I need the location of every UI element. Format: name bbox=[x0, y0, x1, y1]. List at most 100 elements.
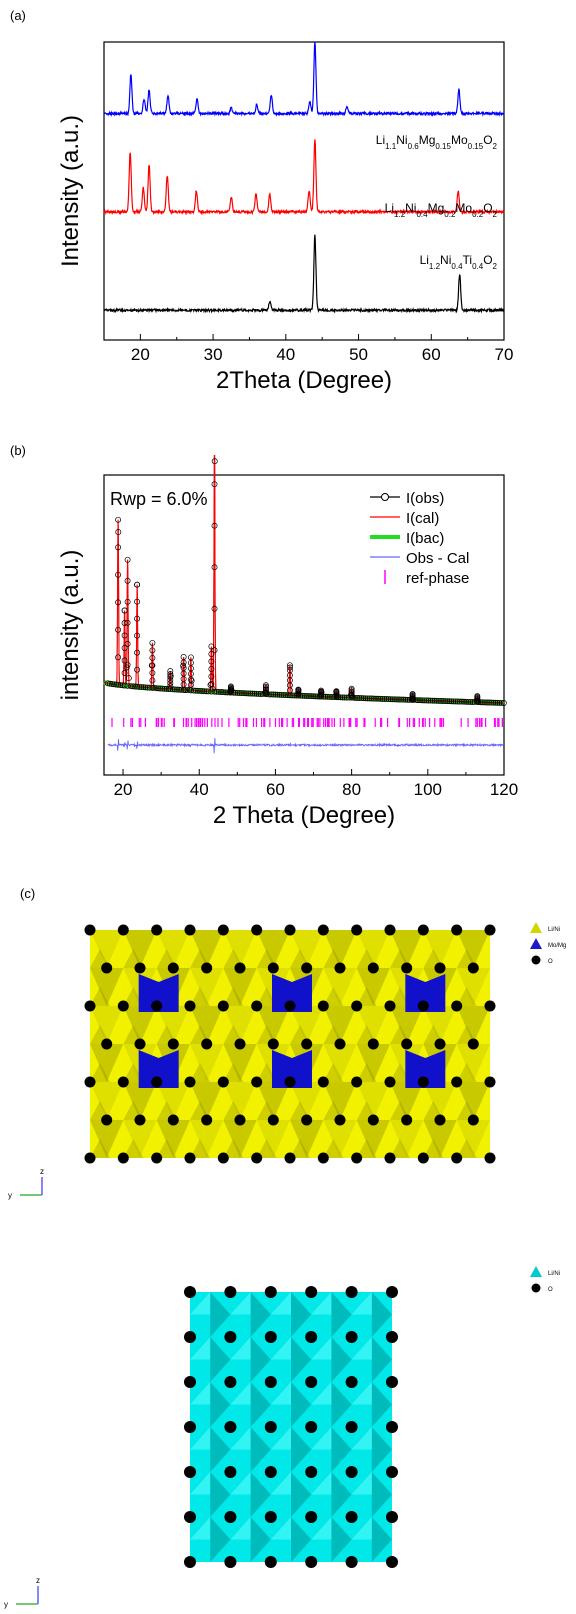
oxygen-atom bbox=[367, 1038, 379, 1050]
oxygen-atom bbox=[184, 1331, 196, 1343]
octahedron-face bbox=[190, 968, 224, 1006]
octahedron-face bbox=[123, 1082, 157, 1120]
observed-point bbox=[222, 689, 229, 696]
observed-point bbox=[241, 690, 247, 697]
observed-point bbox=[208, 643, 215, 650]
observed-point bbox=[412, 697, 419, 704]
observed-point bbox=[391, 696, 398, 703]
observed-point bbox=[402, 696, 409, 703]
oxygen-atom bbox=[317, 924, 329, 936]
octahedron-face bbox=[311, 1382, 332, 1405]
observed-point bbox=[444, 698, 451, 705]
legend-label: ref-phase bbox=[406, 570, 469, 587]
observed-point bbox=[140, 684, 147, 691]
octahedron-face bbox=[371, 1472, 392, 1517]
observed-point bbox=[348, 690, 355, 697]
oxygen-atom bbox=[217, 1152, 229, 1164]
observed-point bbox=[224, 689, 231, 696]
x-tick-label: 80 bbox=[342, 780, 361, 799]
octahedron-shadow bbox=[356, 1139, 377, 1158]
oxygen-atom bbox=[401, 1114, 413, 1126]
observed-point bbox=[146, 684, 153, 691]
observed-point bbox=[167, 686, 174, 693]
legend-label: O bbox=[548, 959, 553, 965]
observed-point bbox=[251, 690, 258, 697]
octahedron-face bbox=[256, 1082, 290, 1120]
octahedron-face bbox=[223, 1044, 257, 1082]
x-tick-label: 30 bbox=[204, 345, 223, 364]
oxygen-atom bbox=[217, 1076, 229, 1088]
observed-point bbox=[356, 695, 363, 701]
observed-point bbox=[310, 693, 317, 700]
octahedron-face bbox=[356, 968, 390, 1006]
observed-point bbox=[452, 698, 459, 705]
observed-point bbox=[208, 681, 215, 687]
oxygen-atom bbox=[84, 1152, 96, 1164]
observed-point bbox=[199, 688, 206, 694]
observed-point bbox=[461, 698, 467, 705]
octahedron-face bbox=[291, 1517, 312, 1562]
oxygen-atom bbox=[201, 1114, 213, 1126]
observed-point bbox=[433, 697, 440, 704]
observed-point bbox=[208, 651, 215, 657]
series-line bbox=[103, 41, 505, 117]
oxygen-atom bbox=[264, 1421, 277, 1433]
observed-point bbox=[496, 699, 503, 706]
oxygen-atom bbox=[451, 1152, 463, 1164]
oxygen-atom bbox=[134, 962, 146, 974]
observed-point bbox=[348, 694, 355, 701]
observed-point bbox=[479, 699, 486, 706]
octahedron-face bbox=[230, 1337, 251, 1360]
oxygen-atom bbox=[384, 1076, 396, 1088]
octahedron-face bbox=[210, 1517, 231, 1562]
oxygen-atom bbox=[224, 1466, 237, 1478]
observed-point bbox=[253, 690, 260, 697]
observed-point bbox=[121, 657, 128, 664]
observed-point bbox=[389, 696, 396, 703]
z-axis-label: z bbox=[36, 1576, 40, 1585]
background-curve bbox=[103, 680, 505, 705]
observed-point bbox=[149, 677, 156, 684]
oxygen-atom bbox=[184, 1152, 196, 1164]
observed-point bbox=[124, 598, 131, 605]
observed-point bbox=[109, 681, 115, 687]
octahedron-face bbox=[390, 1082, 424, 1120]
observed-point bbox=[446, 698, 453, 705]
observed-point bbox=[121, 682, 128, 689]
oxygen-atom bbox=[351, 1076, 363, 1088]
observed-point bbox=[153, 685, 159, 692]
oxygen-atom bbox=[264, 1331, 277, 1343]
octahedron-face bbox=[456, 930, 490, 968]
observed-point bbox=[291, 692, 298, 699]
y-axis-label: y bbox=[8, 1191, 12, 1200]
observed-point bbox=[286, 687, 293, 694]
observed-point bbox=[167, 677, 174, 684]
octahedron-face bbox=[331, 1292, 352, 1337]
legend-label: Li/Ni bbox=[548, 1271, 560, 1277]
observed-point bbox=[104, 680, 111, 687]
oxygen-atom bbox=[224, 1376, 237, 1388]
octahedron-face bbox=[356, 1006, 390, 1044]
observed-point bbox=[494, 699, 501, 706]
oxygen-atom bbox=[386, 1286, 398, 1298]
observed-point bbox=[339, 694, 346, 701]
observed-point bbox=[324, 693, 331, 700]
octahedron-face bbox=[210, 1337, 231, 1382]
mo-mg-polyhedron bbox=[138, 1050, 179, 1088]
oxygen-atom bbox=[151, 1076, 163, 1088]
observed-point bbox=[463, 698, 470, 705]
octahedron-shadow bbox=[190, 987, 210, 1006]
observed-point bbox=[266, 691, 273, 698]
oxygen-atom bbox=[345, 1376, 358, 1388]
oxygen-atom bbox=[101, 962, 113, 974]
observed-point bbox=[161, 685, 168, 692]
octahedron-face bbox=[210, 1427, 231, 1472]
octahedron-face bbox=[331, 1427, 352, 1472]
octahedron-shadow bbox=[290, 1139, 310, 1158]
observed-point bbox=[149, 662, 156, 669]
oxygen-atom bbox=[317, 1000, 329, 1012]
observed-point bbox=[282, 692, 289, 699]
observed-point bbox=[174, 686, 180, 693]
observed-point bbox=[467, 698, 474, 705]
observed-point bbox=[134, 666, 141, 673]
